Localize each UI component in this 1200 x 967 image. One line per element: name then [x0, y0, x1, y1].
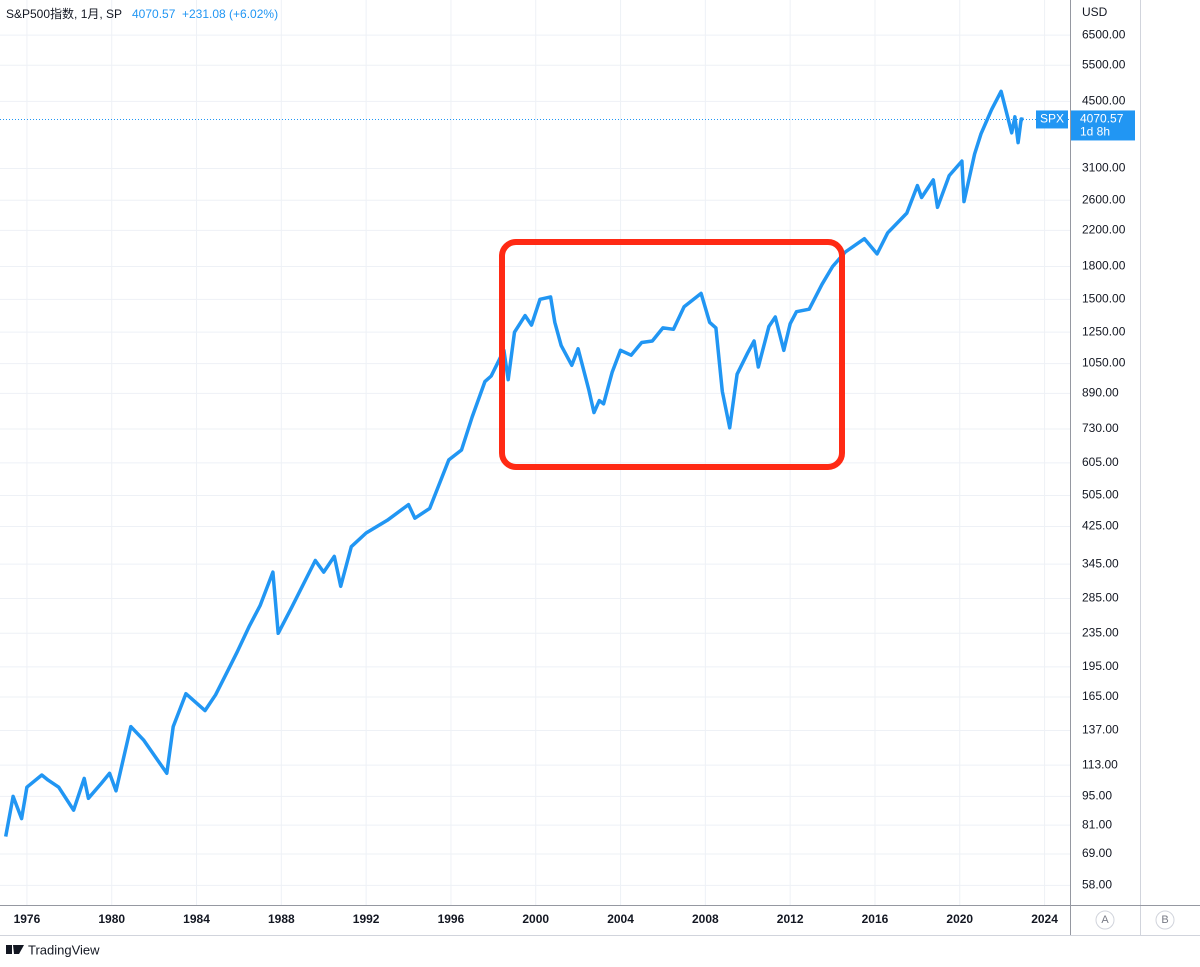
x-tick-label: 1976: [14, 912, 41, 926]
y-tick-label: 1250.00: [1082, 324, 1126, 338]
currency-label: USD: [1082, 5, 1108, 19]
price-line: [3, 89, 1024, 837]
y-tick-label: 345.00: [1082, 556, 1119, 570]
header-change: +231.08 (+6.02%): [182, 7, 278, 21]
chart-title: S&P500指数, 1月, SP: [6, 6, 122, 21]
header-price: 4070.57: [132, 7, 176, 21]
y-tick-label: 890.00: [1082, 386, 1119, 400]
x-tick-label: 2020: [946, 912, 973, 926]
y-tick-label: 95.00: [1082, 789, 1112, 803]
x-tick-label: 2016: [862, 912, 889, 926]
x-tick-label: 1980: [98, 912, 125, 926]
y-tick-label: 6500.00: [1082, 27, 1126, 41]
y-tick-label: 69.00: [1082, 846, 1112, 860]
y-tick-label: 730.00: [1082, 421, 1119, 435]
brand: TradingView: [28, 942, 100, 957]
x-tick-label: 2004: [607, 912, 634, 926]
price-label: 4070.57: [1080, 112, 1124, 126]
x-tick-label: 1984: [183, 912, 210, 926]
x-tick-label: 2012: [777, 912, 804, 926]
symbol-label-bg: [1036, 110, 1068, 129]
y-tick-label: 58.00: [1082, 877, 1112, 891]
y-tick-label: 137.00: [1082, 723, 1119, 737]
logo-part: [6, 945, 12, 954]
y-tick-label: 1050.00: [1082, 356, 1126, 370]
y-tick-label: 81.00: [1082, 817, 1112, 831]
y-tick-label: 285.00: [1082, 591, 1119, 605]
scale-button-b[interactable]: [1155, 910, 1175, 930]
x-tick-label: 2008: [692, 912, 719, 926]
countdown-label: 1d 8h: [1080, 125, 1110, 139]
y-tick-label: 113.00: [1082, 757, 1118, 771]
plot: [0, 89, 1070, 837]
x-tick-label: 2024: [1031, 912, 1058, 926]
y-tick-label: 1500.00: [1082, 291, 1126, 305]
y-tick-label: 165.00: [1082, 689, 1119, 703]
symbol-label: SPX: [1040, 112, 1064, 126]
y-tick-label: 2200.00: [1082, 222, 1126, 236]
x-tick-label: 1988: [268, 912, 295, 926]
y-tick-label: 5500.00: [1082, 57, 1126, 71]
y-tick-label: 425.00: [1082, 519, 1119, 533]
y-tick-label: 195.00: [1082, 659, 1119, 673]
scale-button-a[interactable]: [1095, 910, 1115, 930]
x-tick-label: 1996: [438, 912, 465, 926]
y-tick-label: 235.00: [1082, 625, 1119, 639]
scale-button-b-label[interactable]: B: [1161, 914, 1168, 926]
brand-logo: [6, 945, 24, 954]
scale-button-a-label[interactable]: A: [1101, 914, 1109, 926]
axes: 58.00 69.00 81.00 95.00 113.00 137.00 165.00 19…: [14, 27, 1135, 926]
x-tick-label: 2000: [522, 912, 549, 926]
logo-part: [13, 945, 24, 954]
y-tick-label: 3100.00: [1082, 161, 1126, 175]
highlight-box: [499, 239, 845, 470]
y-tick-label: 605.00: [1082, 455, 1119, 469]
y-tick-label: 505.00: [1082, 488, 1119, 502]
price-label-bg: [1071, 110, 1135, 141]
x-tick-label: 1992: [353, 912, 380, 926]
grid: [0, 0, 1070, 905]
y-tick-label: 1800.00: [1082, 259, 1126, 273]
y-tick-label: 2600.00: [1082, 192, 1126, 206]
y-tick-label: 4500.00: [1082, 94, 1126, 108]
